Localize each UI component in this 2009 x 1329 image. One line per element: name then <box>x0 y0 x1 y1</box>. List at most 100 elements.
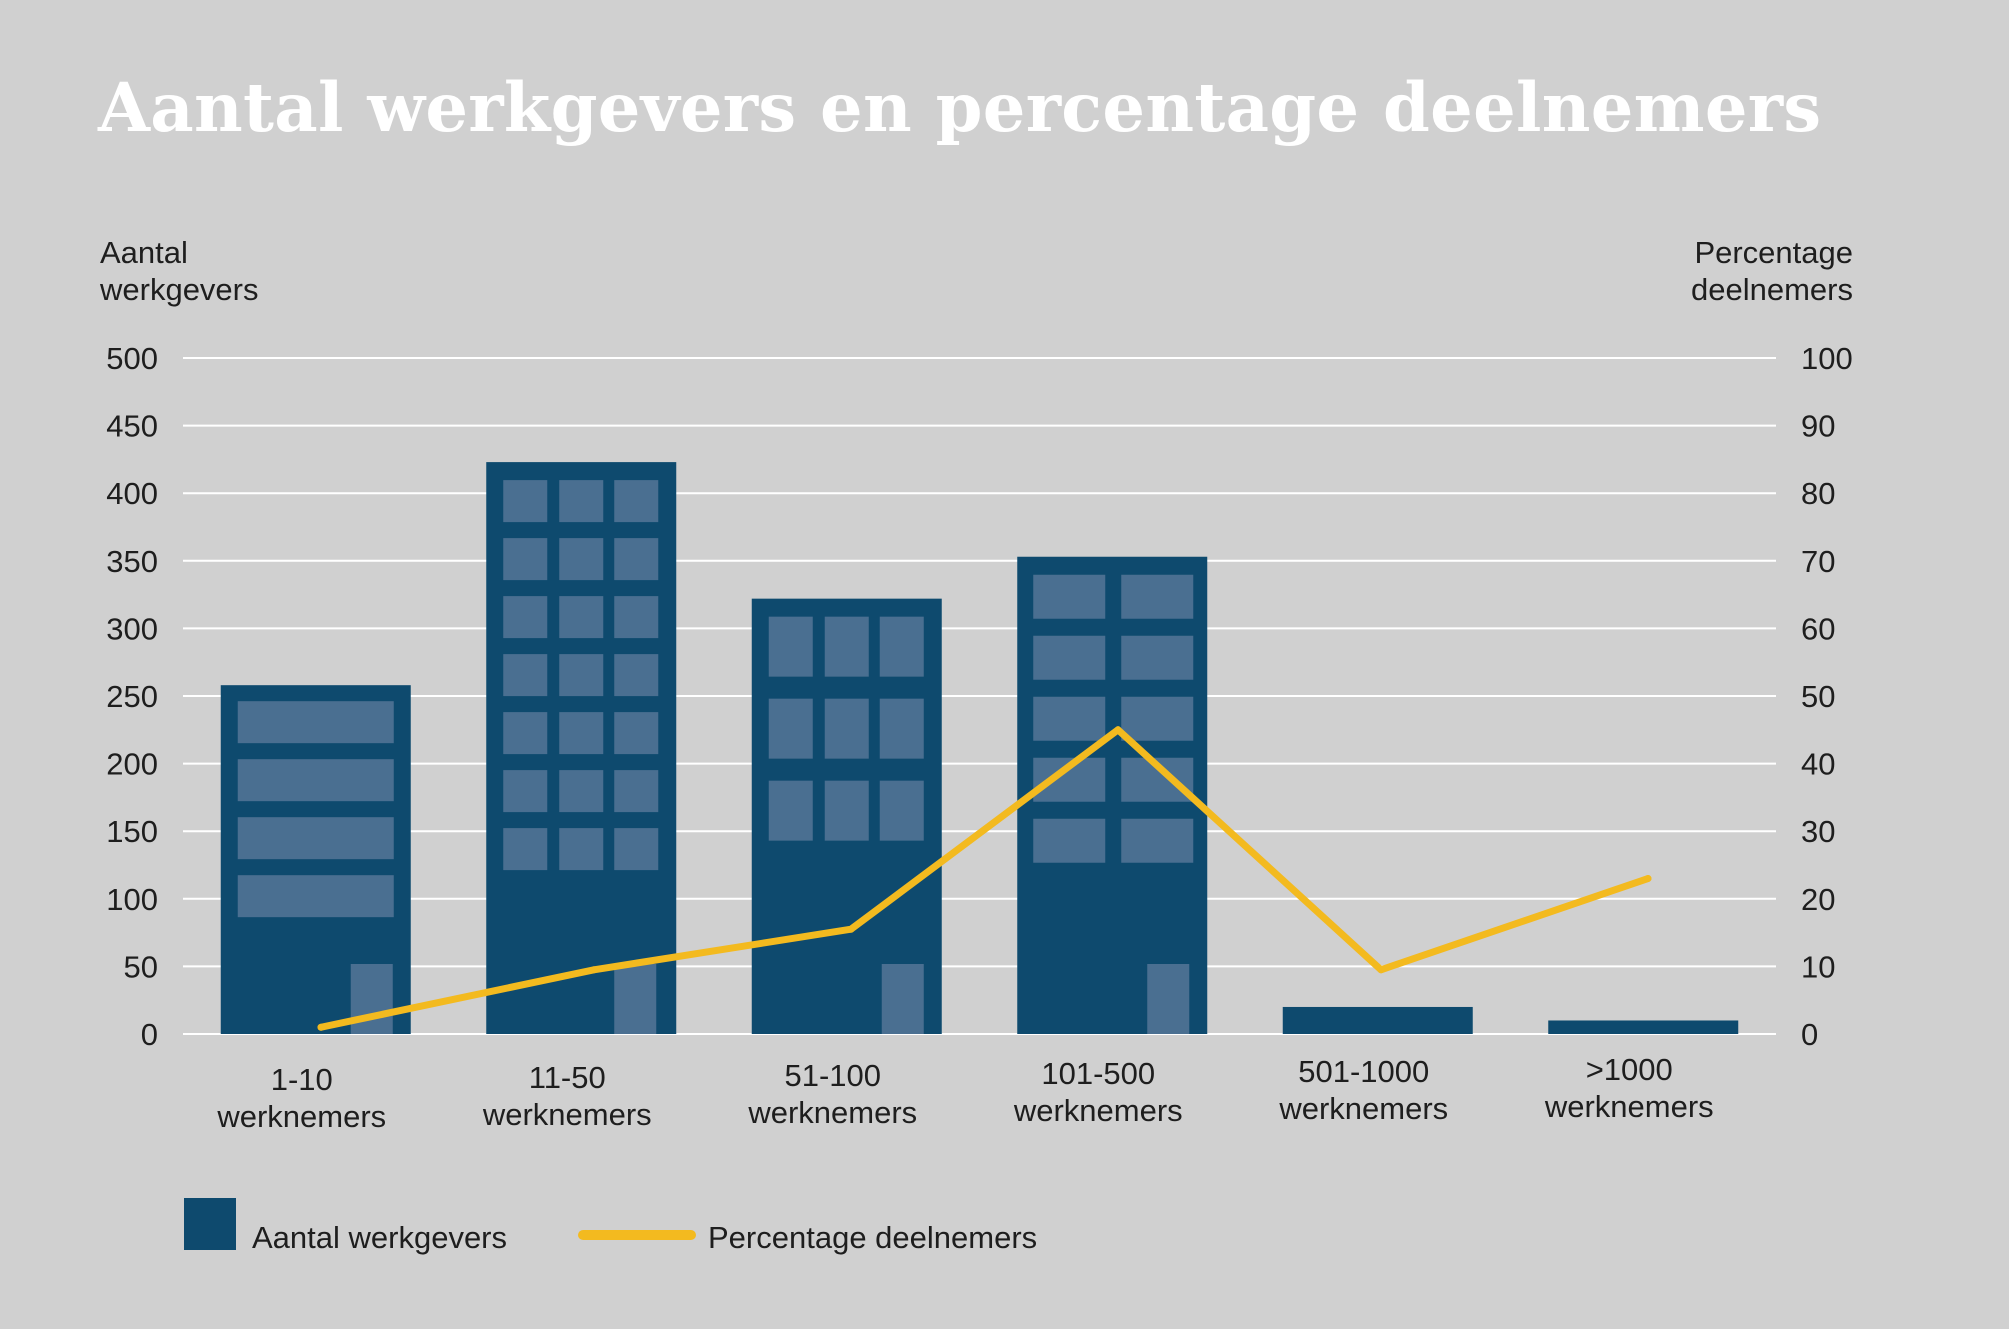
bar-window <box>768 616 813 677</box>
bar <box>1548 1020 1739 1034</box>
left-axis-title-line-1: Aantal <box>100 235 188 270</box>
right-tick-label: 10 <box>1801 949 1835 984</box>
legend-line-swatch <box>578 1230 696 1240</box>
category-label: werknemers <box>482 1097 652 1132</box>
left-tick-label: 0 <box>141 1017 158 1052</box>
line-point <box>1644 875 1652 883</box>
bar-window <box>881 964 924 1034</box>
bar-window <box>768 698 813 759</box>
bar-window <box>559 828 604 871</box>
bar-window <box>503 654 548 697</box>
right-tick-label: 30 <box>1801 814 1835 849</box>
category-label: werknemers <box>1544 1089 1714 1124</box>
left-tick-label: 200 <box>106 747 158 782</box>
bar-window <box>559 596 604 639</box>
line-point <box>847 925 855 933</box>
bar-window <box>1033 635 1106 680</box>
chart-title: Aantal werkgevers en percentage deelneme… <box>98 68 1822 147</box>
left-axis-title: Aantal werkgevers <box>100 234 259 308</box>
right-tick-label: 60 <box>1801 611 1835 646</box>
line-point <box>590 966 598 974</box>
right-tick-label: 50 <box>1801 679 1835 714</box>
category-label: 101-500 <box>1041 1056 1155 1091</box>
category-label: werknemers <box>1278 1091 1448 1126</box>
left-axis-title-line-2: werkgevers <box>100 272 259 307</box>
bar-window <box>824 616 869 677</box>
bar-window <box>614 596 659 639</box>
bar-window <box>614 770 659 813</box>
bar <box>1282 1006 1473 1034</box>
category-label: 1-10 <box>271 1062 333 1097</box>
line-point <box>1377 966 1385 974</box>
bar-window <box>559 712 604 755</box>
bar-window <box>237 817 394 860</box>
bar-window <box>559 480 604 523</box>
bar-window <box>237 701 394 744</box>
legend-line-label: Percentage deelnemers <box>708 1220 1038 1255</box>
right-tick-label: 100 <box>1801 341 1853 376</box>
right-tick-label: 0 <box>1801 1017 1818 1052</box>
bar-window <box>1147 964 1190 1034</box>
bar-window <box>614 538 659 581</box>
left-tick-label: 300 <box>106 611 158 646</box>
bar-window <box>1033 574 1106 619</box>
bar-window <box>237 875 394 918</box>
category-label: werknemers <box>747 1095 917 1130</box>
category-label: 501-1000 <box>1298 1054 1429 1089</box>
right-tick-label: 80 <box>1801 476 1835 511</box>
legend-bar-swatch <box>184 1198 236 1250</box>
bar-window <box>559 654 604 697</box>
bar-window <box>1121 696 1194 741</box>
bar-window <box>1033 696 1106 741</box>
category-label: werknemers <box>216 1099 386 1134</box>
right-tick-label: 40 <box>1801 747 1835 782</box>
bar-window <box>879 780 924 841</box>
bar-window <box>350 964 393 1034</box>
bar-window <box>503 712 548 755</box>
bar-window <box>1121 574 1194 619</box>
right-axis-title: Percentage deelnemers <box>1691 234 1853 308</box>
bar-window <box>503 480 548 523</box>
bar-window <box>503 770 548 813</box>
bar-window <box>503 828 548 871</box>
right-tick-label: 90 <box>1801 409 1835 444</box>
right-tick-label: 70 <box>1801 544 1835 579</box>
bar-window <box>614 964 657 1034</box>
left-tick-label: 50 <box>124 949 158 984</box>
left-tick-label: 450 <box>106 409 158 444</box>
bar-window <box>559 538 604 581</box>
bar-window <box>614 712 659 755</box>
bar-window <box>1121 818 1194 863</box>
bar-window <box>614 654 659 697</box>
left-tick-label: 150 <box>106 814 158 849</box>
legend-bar-label: Aantal werkgevers <box>252 1220 508 1255</box>
bar-window <box>503 538 548 581</box>
bar-window <box>768 780 813 841</box>
category-label: 11-50 <box>529 1060 606 1095</box>
category-label: werknemers <box>1013 1093 1183 1128</box>
bar-window <box>614 828 659 871</box>
bar-window <box>503 596 548 639</box>
bar-window <box>1033 818 1106 863</box>
category-label: >1000 <box>1586 1052 1673 1087</box>
left-tick-label: 250 <box>106 679 158 714</box>
bar-window <box>614 480 659 523</box>
left-tick-label: 100 <box>106 882 158 917</box>
bar-window <box>1121 635 1194 680</box>
right-tick-label: 20 <box>1801 882 1835 917</box>
bar-window <box>879 616 924 677</box>
bar-window <box>824 780 869 841</box>
left-tick-label: 400 <box>106 476 158 511</box>
right-axis-title-line-2: deelnemers <box>1691 272 1853 307</box>
line-point <box>1114 726 1122 734</box>
bar-window <box>824 698 869 759</box>
category-label: 51-100 <box>784 1058 881 1093</box>
left-tick-label: 500 <box>106 341 158 376</box>
right-axis-title-line-1: Percentage <box>1694 235 1853 270</box>
bar-window <box>559 770 604 813</box>
left-tick-label: 350 <box>106 544 158 579</box>
percentage-line <box>317 726 1652 1031</box>
bar-window <box>879 698 924 759</box>
